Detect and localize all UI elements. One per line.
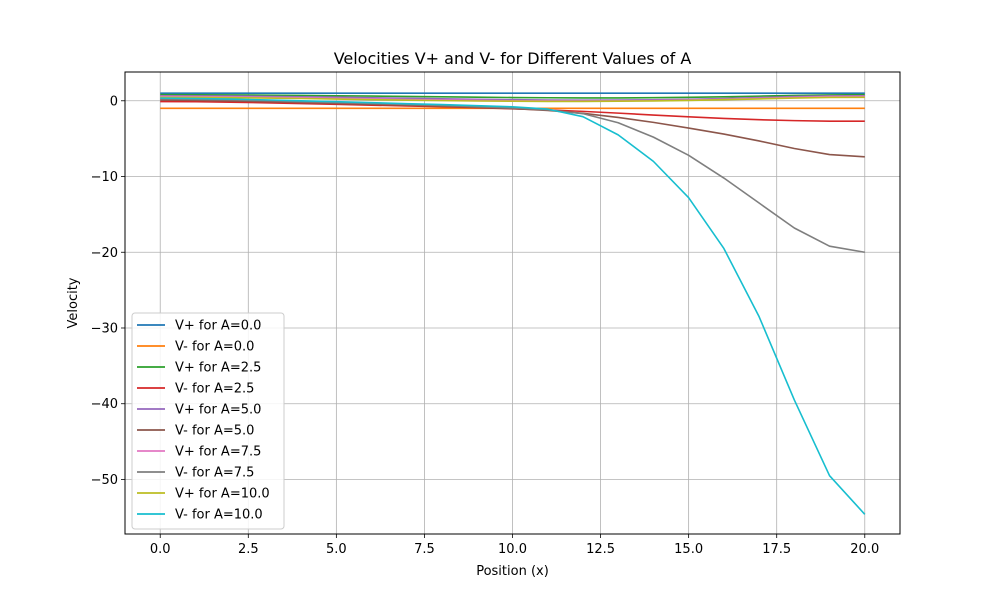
series-lines (160, 92, 866, 515)
x-tick-label: 2.5 (238, 542, 259, 557)
legend-box (131, 312, 285, 530)
legend-label: V+ for A=2.5 (175, 361, 261, 376)
series-line (160, 93, 865, 99)
x-axis-title: Position (x) (476, 564, 549, 579)
x-tick-label: 17.5 (762, 542, 791, 557)
y-tick-label: −10 (91, 170, 118, 185)
x-tick-label: 20.0 (850, 542, 879, 557)
legend-label: V- for A=2.5 (175, 382, 254, 397)
chart-title: Velocities V+ and V- for Different Value… (334, 49, 692, 68)
x-tick-label: 10.0 (498, 542, 527, 557)
x-tick-label: 5.0 (326, 542, 347, 557)
y-tick-label: −40 (91, 397, 118, 412)
legend: V+ for A=0.0 V- for A=0.0 V+ for A=2.5 V- f… (131, 312, 285, 530)
legend-label: V- for A=7.5 (175, 466, 254, 481)
legend-label: V+ for A=7.5 (175, 445, 261, 460)
legend-label: V+ for A=10.0 (175, 487, 270, 502)
legend-label: V+ for A=5.0 (175, 403, 261, 418)
y-tick-label: 0 (110, 94, 118, 109)
y-tick-label: −50 (91, 473, 118, 488)
legend-label: V- for A=10.0 (175, 508, 263, 523)
y-axis-title: Velocity (66, 277, 81, 328)
legend-label: V+ for A=0.0 (175, 319, 261, 334)
y-tick-label: −30 (91, 321, 118, 336)
legend-label: V- for A=5.0 (175, 424, 254, 439)
series-line (160, 97, 866, 515)
legend-label: V- for A=0.0 (175, 340, 254, 355)
x-tick-label: 15.0 (674, 542, 703, 557)
y-tick-label: −20 (91, 246, 118, 261)
x-tick-label: 7.5 (414, 542, 435, 557)
x-tick-label: 0.0 (150, 542, 171, 557)
series-line (160, 96, 865, 103)
axis-ticks: 0.0 2.5 5.0 7.5 10.0 12.5 15.0 17.5 20.0 0 −10 −20 −… (91, 94, 880, 557)
x-tick-label: 12.5 (586, 542, 615, 557)
